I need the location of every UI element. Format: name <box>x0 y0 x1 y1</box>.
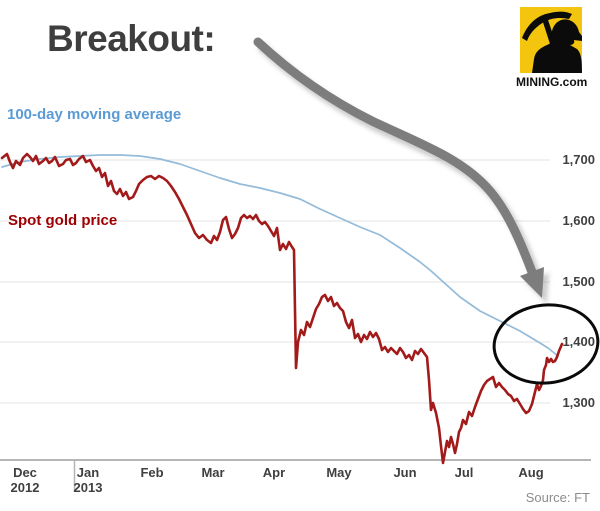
x-tick-label: May <box>326 465 352 480</box>
spot-series-label: Spot gold price <box>8 212 118 229</box>
miner-pickaxe-icon <box>520 7 582 73</box>
x-tick-label: Aug <box>518 465 544 480</box>
y-tick-label: 1,600 <box>562 213 595 228</box>
x-tick-label: Dec 2012 <box>1 465 49 495</box>
x-tick-label: Feb <box>140 465 164 480</box>
x-tick-label: Jan 2013 <box>64 465 112 495</box>
spot-gold-price-line <box>0 152 564 465</box>
ma-series-label: 100-day moving average <box>7 106 182 123</box>
100-day-moving-average-line <box>1 154 559 357</box>
source-label: Source: FT <box>525 490 590 505</box>
logo-text: MINING.com <box>516 75 588 89</box>
x-tick-label: Mar <box>201 465 225 480</box>
page-title: Breakout: <box>47 18 216 59</box>
y-tick-label: 1,300 <box>562 395 595 410</box>
y-tick-label: 1,700 <box>562 152 595 167</box>
x-tick-label: Apr <box>262 465 286 480</box>
x-tick-year-label: 2012 <box>10 480 40 495</box>
x-tick-label: Jun <box>393 465 417 480</box>
y-tick-label: 1,400 <box>562 334 595 349</box>
x-tick-label: Jul <box>454 465 474 480</box>
mining-com-logo: MINING.com <box>516 7 588 89</box>
y-tick-label: 1,500 <box>562 274 595 289</box>
x-tick-year-label: 2013 <box>73 480 103 495</box>
